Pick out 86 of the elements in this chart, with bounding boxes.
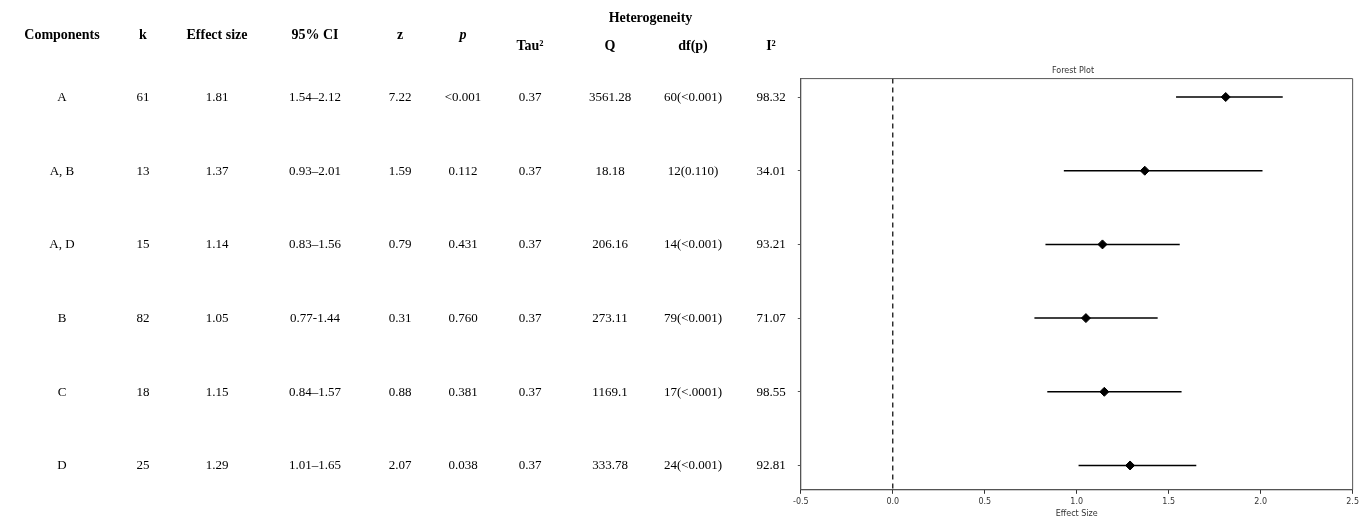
text: 1169.1 <box>592 383 628 399</box>
category-label: 95% CI <box>290 27 340 43</box>
text: 0.31 <box>388 310 412 326</box>
text: 1.59 <box>388 162 412 178</box>
text: 34.01 <box>756 162 786 178</box>
x-tick-label: 0.0 <box>886 496 900 506</box>
point <box>1080 313 1091 324</box>
category-label: k <box>139 27 147 42</box>
text: 1.01–1.65 <box>289 457 341 473</box>
text: 0.84–1.57 <box>289 383 341 399</box>
text: 18.18 <box>595 162 625 178</box>
text: 18 <box>136 383 150 399</box>
text: 1.14 <box>205 236 229 252</box>
text: 0.760 <box>448 310 478 326</box>
text: 14(<0.001) <box>663 236 723 252</box>
text: 0.37 <box>518 383 542 399</box>
category-label: z <box>395 27 405 43</box>
text: 24(<0.001) <box>663 457 723 473</box>
text: 0.431 <box>448 236 478 252</box>
text: D <box>57 457 67 473</box>
text: 0.83–1.56 <box>289 236 341 252</box>
text: A <box>57 89 67 105</box>
text: 0.112 <box>448 162 478 178</box>
category-label: Tau² <box>515 38 545 54</box>
text: A, D <box>49 236 75 252</box>
x-axis-title: Effect Size <box>1055 509 1098 519</box>
text: 61 <box>136 89 150 105</box>
text: 0.37 <box>518 310 542 326</box>
point <box>1139 165 1150 176</box>
text: 60(<0.001) <box>663 89 723 105</box>
category-label: Q <box>603 38 617 54</box>
category-label: p <box>459 27 467 42</box>
point <box>1097 239 1108 250</box>
text: A, B <box>49 162 75 178</box>
text: 0.37 <box>518 236 542 252</box>
text: 0.88 <box>388 383 412 399</box>
text: 0.038 <box>448 457 478 473</box>
text: 273.11 <box>592 310 628 326</box>
text: 333.78 <box>592 457 628 473</box>
text: 82 <box>136 310 150 326</box>
text: 1.15 <box>205 383 229 399</box>
text: 3561.28 <box>588 89 632 105</box>
text: 1.81 <box>205 89 229 105</box>
text: 1.37 <box>205 162 229 178</box>
text: 71.07 <box>756 310 786 326</box>
text: 0.37 <box>518 162 542 178</box>
text: 7.22 <box>388 89 412 105</box>
text: 79(<0.001) <box>663 310 723 326</box>
text: 0.381 <box>448 383 478 399</box>
text: 98.32 <box>756 89 786 105</box>
category-label: Components <box>23 27 101 43</box>
text: 0.93–2.01 <box>289 162 341 178</box>
category-label: Effect size <box>185 27 249 43</box>
x-tick-label: 1.0 <box>1070 496 1084 506</box>
x-tick-label: -0.5 <box>793 496 809 506</box>
text: 1.05 <box>205 310 229 326</box>
category-label: I² <box>765 38 777 54</box>
text: 25 <box>136 457 150 473</box>
text: 17(<.0001) <box>663 383 723 399</box>
text: 1.29 <box>205 457 229 473</box>
text: C <box>57 383 67 399</box>
text: 15 <box>136 236 150 252</box>
x-tick-label: 0.5 <box>978 496 992 506</box>
point <box>1099 386 1110 397</box>
text: 206.16 <box>592 236 628 252</box>
chart-title: Forest Plot <box>1051 65 1095 75</box>
text: Heterogeneity <box>607 10 694 26</box>
text: 0.37 <box>518 457 542 473</box>
x-tick-label: 2.0 <box>1254 496 1268 506</box>
text: 13 <box>136 162 150 178</box>
point <box>1220 92 1231 103</box>
text: 93.21 <box>756 236 786 252</box>
text: 0.79 <box>388 236 412 252</box>
text: 1.54–2.12 <box>289 89 341 105</box>
text: 0.77-1.44 <box>290 310 340 326</box>
point <box>1125 460 1136 471</box>
category-label: df(p) <box>677 38 709 54</box>
text: 98.55 <box>756 383 786 399</box>
text: 12(0.110) <box>667 162 719 178</box>
text: <0.001 <box>444 89 482 105</box>
text: 92.81 <box>756 457 786 473</box>
text: 0.37 <box>518 89 542 105</box>
text: 2.07 <box>388 457 412 473</box>
x-tick-label: 2.5 <box>1346 496 1360 506</box>
text: B <box>57 310 67 326</box>
x-tick-label: 1.5 <box>1162 496 1176 506</box>
